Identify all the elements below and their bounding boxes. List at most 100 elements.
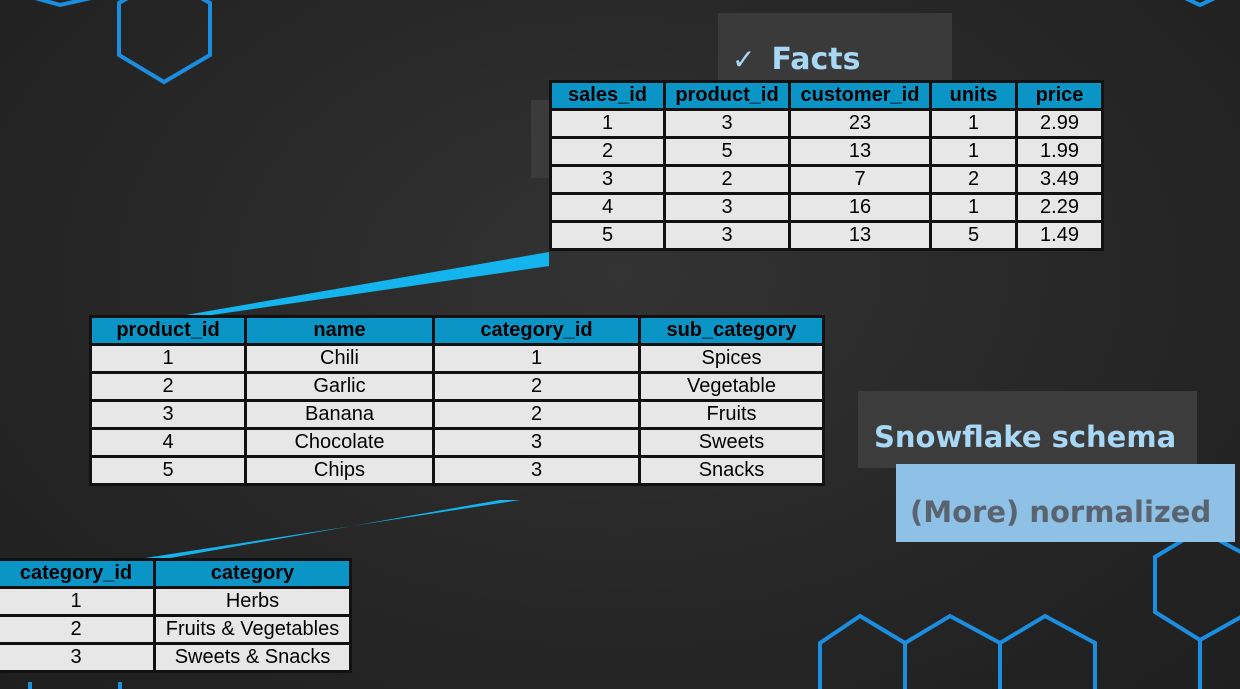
table-cell: 3.49 xyxy=(1015,164,1104,195)
column-header: name xyxy=(244,315,435,346)
table-cell: 1 xyxy=(432,343,641,374)
background-panel xyxy=(531,100,551,178)
table-cell: 13 xyxy=(788,220,932,251)
table-row: 1 3 23 1 2.99 xyxy=(549,108,1104,139)
connector-product-category xyxy=(145,500,520,558)
facts-title-panel xyxy=(718,13,952,83)
table-cell: 4 xyxy=(549,192,666,223)
table-cell: Sweets xyxy=(638,427,825,458)
column-header: units xyxy=(929,80,1018,111)
column-header: product_id xyxy=(663,80,791,111)
table-cell: Garlic xyxy=(244,371,435,402)
column-header: category_id xyxy=(0,558,156,589)
table-row: 4 3 16 1 2.29 xyxy=(549,192,1104,223)
table-cell: 2 xyxy=(89,371,247,402)
table-cell: 1 xyxy=(929,136,1018,167)
column-header: category xyxy=(153,558,352,589)
table-cell: 2 xyxy=(432,399,641,430)
table-cell: 3 xyxy=(549,164,666,195)
table-cell: 2.29 xyxy=(1015,192,1104,223)
table-cell: 2.99 xyxy=(1015,108,1104,139)
table-cell: 2 xyxy=(432,371,641,402)
table-row: 5 3 13 5 1.49 xyxy=(549,220,1104,251)
column-header: sales_id xyxy=(549,80,666,111)
table-row: 4 Chocolate 3 Sweets xyxy=(89,427,825,458)
table-cell: 7 xyxy=(788,164,932,195)
check-icon: ✓ xyxy=(732,43,756,76)
table-cell: Vegetable xyxy=(638,371,825,402)
column-header: product_id xyxy=(89,315,247,346)
table-cell: 3 xyxy=(432,427,641,458)
hexagon-shape xyxy=(117,0,212,85)
table-cell: Herbs xyxy=(153,586,352,617)
facts-heading: ✓ Facts xyxy=(732,38,860,82)
table-cell: Snacks xyxy=(638,455,825,486)
table-cell: Spices xyxy=(638,343,825,374)
table-row: 3 Sweets & Snacks xyxy=(0,642,352,673)
table-header-row: category_id category xyxy=(0,558,352,589)
table-row: 2 Garlic 2 Vegetable xyxy=(89,371,825,402)
category-table: category_id category 1 Herbs 2 Fruits & … xyxy=(0,558,352,673)
hexagon-fragment xyxy=(1184,0,1216,8)
table-cell: 3 xyxy=(663,192,791,223)
table-cell: 5 xyxy=(929,220,1018,251)
table-cell: 13 xyxy=(788,136,932,167)
table-cell: Fruits & Vegetables xyxy=(153,614,352,645)
column-header: sub_category xyxy=(638,315,825,346)
table-cell: 1 xyxy=(929,192,1018,223)
column-header: price xyxy=(1015,80,1104,111)
table-cell: 3 xyxy=(432,455,641,486)
table-row: 3 Banana 2 Fruits xyxy=(89,399,825,430)
table-row: 2 5 13 1 1.99 xyxy=(549,136,1104,167)
table-cell: 1.99 xyxy=(1015,136,1104,167)
facts-table: sales_id product_id customer_id units pr… xyxy=(549,80,1104,251)
table-cell: 2 xyxy=(549,136,666,167)
table-row: 5 Chips 3 Snacks xyxy=(89,455,825,486)
table-cell: 23 xyxy=(788,108,932,139)
table-cell: 1 xyxy=(549,108,666,139)
connector-facts-product xyxy=(180,252,549,316)
table-cell: 5 xyxy=(89,455,247,486)
table-cell: 2 xyxy=(929,164,1018,195)
facts-label: Facts xyxy=(771,42,861,77)
table-cell: Banana xyxy=(244,399,435,430)
table-cell: 16 xyxy=(788,192,932,223)
table-header-row: sales_id product_id customer_id units pr… xyxy=(549,80,1104,111)
product-table: product_id name category_id sub_category… xyxy=(89,315,825,486)
table-row: 1 Herbs xyxy=(0,586,352,617)
table-cell: 3 xyxy=(663,220,791,251)
table-cell: 2 xyxy=(663,164,791,195)
table-cell: 1.49 xyxy=(1015,220,1104,251)
column-header: category_id xyxy=(432,315,641,346)
table-cell: 1 xyxy=(89,343,247,374)
table-row: 2 Fruits & Vegetables xyxy=(0,614,352,645)
schema-subtitle: (More) normalized xyxy=(910,495,1212,529)
table-cell: Fruits xyxy=(638,399,825,430)
table-row: 3 2 7 2 3.49 xyxy=(549,164,1104,195)
hexagon-fragment xyxy=(34,0,92,8)
table-row: 1 Chili 1 Spices xyxy=(89,343,825,374)
column-header: customer_id xyxy=(788,80,932,111)
table-cell: 1 xyxy=(0,586,156,617)
table-cell: Chips xyxy=(244,455,435,486)
table-cell: 4 xyxy=(89,427,247,458)
table-cell: Chili xyxy=(244,343,435,374)
schema-subtitle-panel xyxy=(896,464,1235,542)
schema-title-panel xyxy=(858,391,1197,468)
table-cell: 3 xyxy=(663,108,791,139)
schema-title: Snowflake schema xyxy=(874,420,1177,454)
table-cell: 5 xyxy=(663,136,791,167)
table-cell: 3 xyxy=(89,399,247,430)
table-header-row: product_id name category_id sub_category xyxy=(89,315,825,346)
table-cell: 3 xyxy=(0,642,156,673)
hexagon-shape xyxy=(998,613,1097,689)
hexagon-shape xyxy=(903,613,1002,689)
table-cell: Chocolate xyxy=(244,427,435,458)
hexagon-shape xyxy=(1153,527,1240,643)
table-cell: Sweets & Snacks xyxy=(153,642,352,673)
hexagon-shape xyxy=(818,613,907,689)
table-cell: 5 xyxy=(549,220,666,251)
table-cell: 2 xyxy=(0,614,156,645)
table-cell: 1 xyxy=(929,108,1018,139)
